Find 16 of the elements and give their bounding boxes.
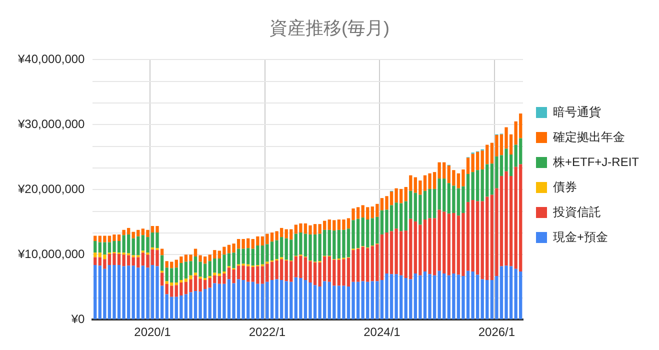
x-tick-label: 2026/1 [478, 325, 516, 340]
y-tick-label: ¥10,000,000 [17, 246, 86, 261]
y-tick-label: ¥20,000,000 [17, 182, 86, 196]
legend-label: 投資信託 [552, 204, 601, 219]
x-tick-label: 2024/1 [364, 325, 401, 340]
y-tick-label: ¥30,000,000 [17, 116, 86, 131]
legend-label: 株+ETF+J-REIT [552, 154, 640, 169]
legend-label: 債券 [552, 180, 577, 194]
x-tick-label: 2022/1 [248, 325, 286, 340]
legend-label: 確定拠出年金 [552, 130, 625, 144]
legend-label: 現金+預金 [552, 230, 608, 244]
y-tick-label: ¥0 [70, 312, 86, 326]
legend-label: 暗号通貨 [552, 104, 601, 119]
chart-title: 資産推移(毎月) [270, 18, 390, 38]
x-tick-label: 2020/1 [134, 325, 172, 340]
y-tick-label: ¥40,000,000 [17, 52, 86, 66]
